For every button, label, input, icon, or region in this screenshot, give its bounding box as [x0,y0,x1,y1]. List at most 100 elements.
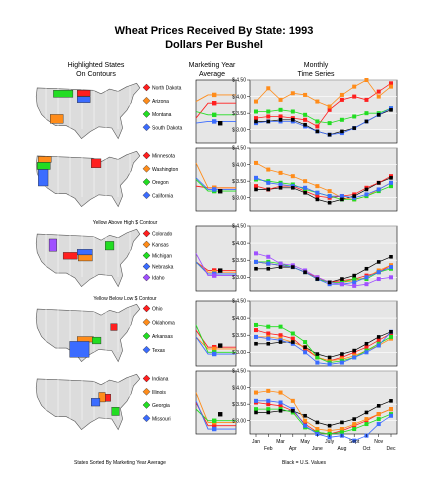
series-point-us [327,280,332,285]
legend-marker [142,345,151,354]
series-point-red [266,331,271,336]
series-point-orange [376,412,381,417]
state-legend: Ohio Oklahoma Arkansas Texas [142,304,175,354]
y-tick-label: $ 3.00 [232,127,246,133]
series-frame [249,147,398,212]
average-marker-green [212,112,217,118]
average-line-green [195,324,236,353]
series-point-green [389,334,393,339]
series-point-us [364,410,369,415]
legend-marker [142,251,151,260]
y-tick-label: $ 3.00 [232,350,246,356]
panel-row-1: North Dakota Arizona Montana South Dakota $ … [35,78,398,144]
panel-rows: North Dakota Arizona Montana South Dakota $ … [35,78,398,443]
legend-label: Illinois [152,390,166,396]
average-header-line2: Average [199,71,225,78]
legend-marker [142,229,151,238]
map-state-oregon [37,162,51,170]
map-state-montana [53,90,74,98]
series-point-orange [364,417,369,422]
series-point-us [254,266,258,271]
series-point-red [278,333,283,338]
series-point-red [290,336,295,341]
state-legend: Colorado Kansas Michigan Nebraska Idaho [142,229,174,282]
time-series-panel: $ 4.50 $ 4.00 $ 3.50 $ 3.00 [232,224,398,292]
average-frame [195,79,237,144]
series-point-green [266,109,271,114]
series-point-us [352,126,356,130]
series-point-us [352,273,356,278]
series-frame [249,300,398,367]
series-point-us [315,352,320,356]
series-point-green [339,430,344,435]
state-legend: Minnesota Washington Oregon California [142,151,178,200]
series-point-us [266,187,271,192]
series-point-us [340,277,344,281]
map-state-missouri [91,398,101,407]
series-point-orange [278,97,283,102]
series-point-us [303,190,307,195]
panel-row-2: Minnesota Washington Oregon California $ 4.5… [35,146,398,212]
series-point-red [266,114,271,119]
series-point-orange [290,91,295,96]
x-tick-label: Apr [289,446,297,452]
series-point-blue [376,270,381,275]
average-marker-us [218,121,223,126]
map-state-illinois [98,392,106,403]
series-point-orange [315,427,320,432]
map-state-georgia [111,407,120,416]
series-point-us [376,260,381,264]
legend-label: Montana [152,112,172,118]
average-strip [195,79,237,144]
series-point-orange [266,86,271,91]
series-point-blue [339,360,344,365]
y-tick-label: $ 4.00 [232,241,246,247]
legend-marker [142,387,151,396]
panel-row-4: Ohio Oklahoma Arkansas Texas $ 4.50 $ 4.00 $ 3… [35,299,398,367]
y-tick-label: $ 4.50 [232,224,246,230]
series-line-red [255,82,392,127]
series-line-blue [255,331,392,365]
series-point-green [352,114,357,119]
series-point-orange [254,160,258,165]
average-line-orange [195,336,236,350]
legend-marker [142,374,151,383]
series-frame [249,370,398,435]
series-point-red [364,345,369,350]
series-point-green [254,322,258,327]
series-point-purple [364,282,369,287]
legend-marker [142,164,151,173]
maps-header-line1: Highlighted States [68,62,125,69]
series-point-red [376,338,381,343]
x-tick-label: Mar [276,439,285,445]
state-legend: North Dakota Arizona Montana South Dakota [142,83,183,131]
series-line-blue [256,400,392,442]
series-point-orange [290,398,295,403]
average-frame [195,147,237,212]
series-point-orange [327,428,332,433]
figure-title: Wheat Prices Received By State: 1993 [115,25,314,37]
x-tick-label: Nov [374,439,383,445]
series-point-green [364,111,369,116]
legend-label: Arkansas [152,334,173,340]
legend-label: Kansas [152,243,169,249]
us-outline [35,373,141,431]
legend-marker [142,151,151,160]
average-line-green [195,111,236,116]
series-point-us [315,277,320,281]
series-point-green [254,109,258,114]
series-point-green [303,340,308,345]
series-point-red [278,403,283,408]
average-header-line1: Marketing Year [189,62,236,69]
legend-marker [142,191,151,200]
series-point-orange [327,104,332,109]
time-series-panel: $ 4.50 $ 4.00 $ 3.50 $ 3.00 [232,369,398,443]
series-point-purple [339,282,344,287]
series-point-orange [278,390,283,395]
y-tick-label: $ 4.50 [232,369,246,375]
contour-note-low: Yellow Below Low $ Contour [93,296,157,302]
series-point-orange [266,167,271,172]
series-point-us [352,348,356,353]
y-tick-label: $ 4.50 [232,146,246,152]
series-point-us [389,108,393,112]
